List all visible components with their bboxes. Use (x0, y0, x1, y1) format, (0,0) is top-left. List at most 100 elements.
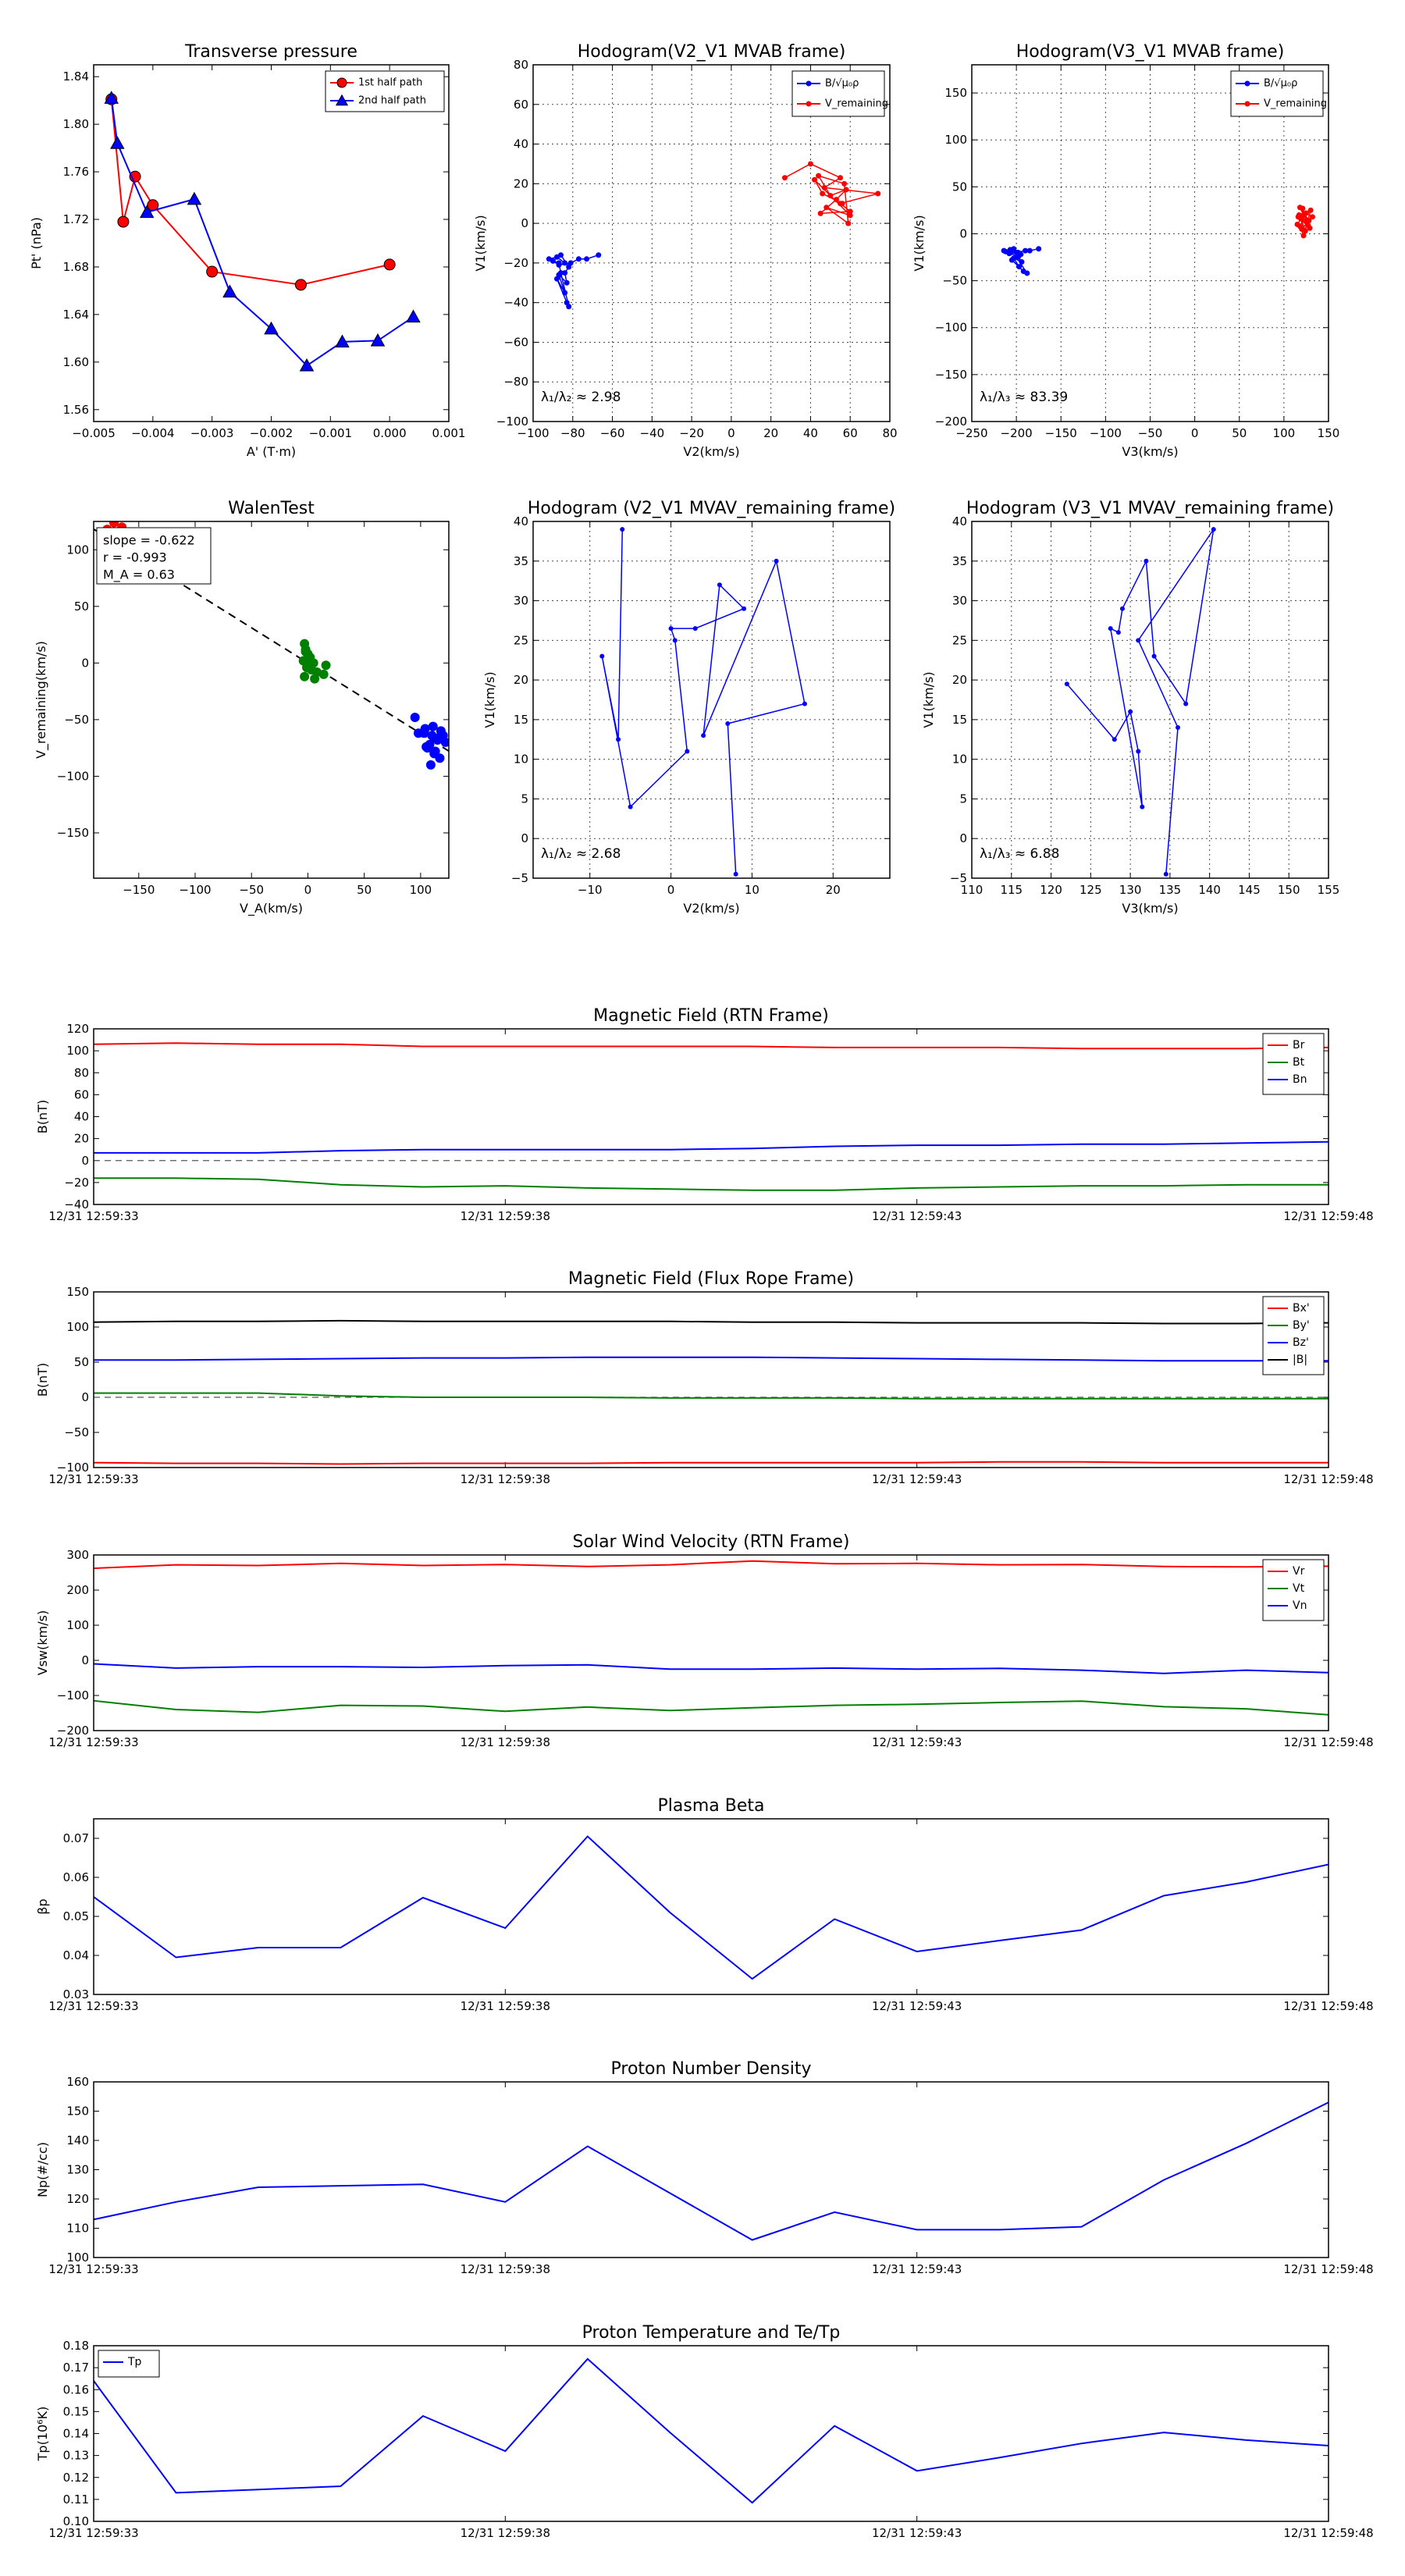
series-line-0 (94, 2357, 1329, 2504)
data-point (1112, 737, 1117, 742)
data-point (383, 258, 396, 271)
x-tick-label: 110 (961, 883, 984, 897)
y-axis-label: Pt' (nPa) (29, 217, 44, 269)
y-tick-label: 100 (66, 1320, 89, 1334)
y-tick-label: 40 (514, 514, 528, 528)
y-tick-label: −100 (57, 769, 89, 783)
data-point (1183, 701, 1189, 706)
y-axis-label: V1(km/s) (482, 671, 497, 728)
panel-pt: Transverse pressure 1.56 1.60 1.64 1.68 1.72 1… (29, 42, 465, 459)
y-tick-label: −5 (950, 871, 967, 885)
data-point (1024, 270, 1030, 276)
y-tick-label: −40 (64, 1197, 89, 1212)
axes-frame (93, 521, 450, 879)
y-tick-label: 35 (514, 554, 528, 568)
data-point (1297, 223, 1303, 229)
y-tick-label: −40 (503, 296, 528, 310)
time-tick-label: 12/31 12:59:48 (1283, 1472, 1373, 1486)
x-tick-label: 145 (1238, 883, 1261, 897)
y-tick-label: −200 (935, 415, 967, 429)
y-tick-label: 0 (521, 831, 528, 845)
y-tick-label: 1.64 (63, 308, 89, 322)
series-line-0 (94, 1042, 1329, 1050)
data-point (596, 252, 602, 258)
time-tick-label: 12/31 12:59:43 (872, 1209, 962, 1223)
data-point (701, 733, 706, 738)
time-tick-label: 12/31 12:59:33 (48, 2526, 138, 2540)
legend-label: Br (1293, 1039, 1305, 1051)
y-axis-label: V1(km/s) (473, 215, 488, 271)
y-tick-label: 120 (66, 1022, 89, 1036)
legend-label: Tp (127, 2356, 142, 2368)
axes-frame (93, 2081, 1329, 2258)
y-tick-label: 30 (514, 594, 528, 608)
x-axis-label: V2(km/s) (683, 444, 739, 459)
data-point (847, 212, 853, 219)
y-tick-label: 100 (66, 543, 89, 557)
panel-title: Plasma Beta (658, 1796, 765, 1816)
y-tick-label: 0.14 (63, 2427, 89, 2441)
panel-np: Proton Number Density 100 110 120 130 140 150 1… (35, 2059, 1374, 2276)
y-tick-label: 1.80 (63, 117, 89, 131)
x-tick-label: −100 (179, 883, 211, 897)
y-tick-label: 0.05 (63, 1909, 89, 1923)
legend-marker (806, 101, 812, 107)
data-point (820, 190, 826, 197)
data-point (304, 654, 314, 664)
data-point (335, 334, 350, 348)
data-point (1300, 205, 1306, 212)
y-tick-label: 20 (514, 673, 528, 687)
data-point (301, 646, 311, 656)
legend-marker (336, 77, 347, 88)
data-point (733, 871, 738, 877)
series-line-1 (94, 1392, 1329, 1400)
time-tick-label: 12/31 12:59:48 (1283, 2262, 1373, 2276)
x-tick-label: −100 (517, 426, 549, 440)
y-tick-label: 20 (74, 1132, 89, 1146)
legend-label: By' (1293, 1319, 1310, 1332)
ratio-annotation: λ₁/λ₃ ≈ 6.88 (980, 846, 1059, 862)
data-point (599, 653, 605, 659)
panel-title: Transverse pressure (184, 42, 357, 62)
ratio-annotation: λ₁/λ₂ ≈ 2.68 (541, 846, 621, 862)
y-tick-label: 1.76 (63, 165, 89, 179)
axes-frame (971, 64, 1329, 422)
y-tick-label: 0 (81, 1390, 89, 1404)
data-point (1300, 233, 1307, 239)
time-tick-label: 12/31 12:59:43 (872, 1999, 962, 2013)
x-tick-label: −150 (123, 883, 155, 897)
y-tick-label: −50 (64, 1425, 89, 1439)
data-point (817, 210, 823, 216)
legend-box (791, 70, 885, 117)
x-tick-label: −40 (640, 426, 665, 440)
x-tick-label: 150 (1318, 426, 1340, 440)
x-tick-label: −200 (1001, 426, 1033, 440)
panel-title: Hodogram (V3_V1 MVAV_remaining frame) (966, 499, 1334, 518)
series-line-0 (94, 1560, 1329, 1570)
data-point (435, 753, 445, 763)
y-tick-label: −100 (935, 321, 967, 335)
data-point (1108, 626, 1113, 632)
y-tick-label: 40 (514, 137, 528, 151)
y-tick-label: −20 (64, 1176, 89, 1190)
data-point (1016, 264, 1023, 270)
data-point (556, 260, 562, 266)
legend-box (1230, 70, 1324, 117)
panel-title: Hodogram(V3_V1 MVAB frame) (1016, 42, 1285, 62)
axes-frame (93, 1291, 1329, 1468)
panel-vsw: Solar Wind Velocity (RTN Frame) −200 −100 0… (35, 1532, 1374, 1749)
y-tick-label: −200 (57, 1724, 89, 1738)
data-point (419, 728, 429, 738)
y-tick-label: 140 (66, 2133, 89, 2147)
data-point (1211, 527, 1216, 532)
x-axis-label: V_A(km/s) (240, 901, 303, 916)
legend-label: Bt (1293, 1056, 1305, 1069)
y-axis-label: Tp(10⁶K) (35, 2407, 50, 2462)
x-tick-label: 0.000 (373, 426, 407, 440)
data-point (1136, 749, 1141, 754)
stats-line: M_A = 0.63 (103, 568, 175, 583)
y-tick-label: −150 (935, 368, 967, 382)
y-tick-label: 30 (952, 594, 967, 608)
time-tick-label: 12/31 12:59:48 (1283, 1735, 1373, 1749)
